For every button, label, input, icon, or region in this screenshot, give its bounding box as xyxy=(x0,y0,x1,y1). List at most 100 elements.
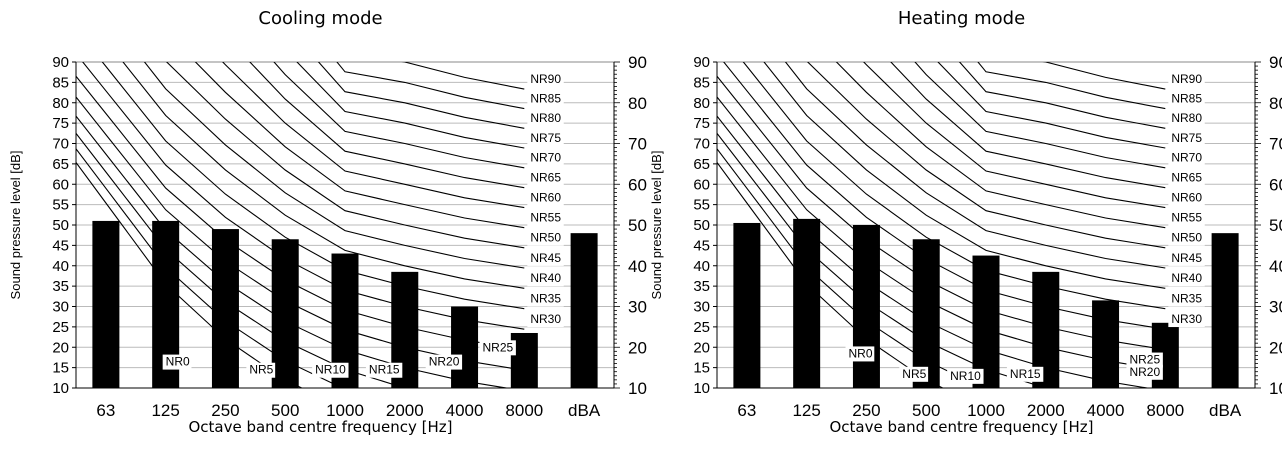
nr-label: NR55 xyxy=(1171,211,1202,225)
nr-label-bg xyxy=(947,368,984,384)
nr-label-bg xyxy=(527,170,564,186)
right-y-tick-label: 20 xyxy=(1269,338,1282,357)
nr-curve-nr85 xyxy=(336,62,525,110)
y-tick-label: 60 xyxy=(693,176,710,193)
x-tick-label: 250 xyxy=(852,401,880,420)
nr-label: NR85 xyxy=(530,92,561,106)
y-axis-label: Sound pressure level [dB] xyxy=(649,151,664,300)
nr-label: NR15 xyxy=(369,363,400,377)
x-tick-label: 63 xyxy=(96,401,115,420)
y-tick-label: 35 xyxy=(693,278,710,295)
nr-label-bg xyxy=(1168,111,1205,127)
nr-label: NR85 xyxy=(1171,92,1202,106)
y-tick-label: 55 xyxy=(52,197,69,214)
x-axis-label: Octave band centre frequency [Hz] xyxy=(188,418,453,436)
right-y-tick-label: 60 xyxy=(1269,175,1282,194)
y-tick-label: 80 xyxy=(52,95,69,112)
nr-curve-nr90 xyxy=(401,62,525,90)
nr-curve-nr70 xyxy=(273,62,525,169)
nr-label-bg xyxy=(527,150,564,166)
nr-label: NR40 xyxy=(1171,271,1202,285)
nr-label-bg xyxy=(1168,130,1205,146)
nr-label-bg xyxy=(1168,190,1205,206)
y-tick-label: 45 xyxy=(52,237,69,254)
nr-label: NR20 xyxy=(1129,365,1160,379)
nr-curve-nr70 xyxy=(914,62,1166,169)
nr-curve-nr85 xyxy=(977,62,1166,110)
nr-label-bg xyxy=(425,354,463,370)
x-tick-label: 125 xyxy=(151,401,179,420)
y-tick-label: 60 xyxy=(52,176,69,193)
y-tick-label: 20 xyxy=(52,339,69,356)
y-tick-label: 90 xyxy=(52,54,69,71)
y-tick-label: 25 xyxy=(52,319,69,336)
y-tick-label: 20 xyxy=(693,339,710,356)
right-y-tick-label: 80 xyxy=(1269,94,1282,113)
nr-label-bg xyxy=(1168,91,1205,107)
nr-label: NR65 xyxy=(530,171,561,185)
bar-500 xyxy=(271,239,299,388)
nr-label-bg xyxy=(1126,364,1163,380)
nr-curve-nr35 xyxy=(742,62,1166,310)
nr-label: NR30 xyxy=(1171,312,1202,326)
bar-1000 xyxy=(972,255,1000,388)
nr-curve-nr35 xyxy=(101,62,525,310)
right-y-tick-label: 90 xyxy=(1269,53,1282,72)
bar-4000 xyxy=(451,306,479,388)
y-tick-label: 15 xyxy=(693,360,710,377)
x-tick-label: 4000 xyxy=(1087,401,1125,420)
y-tick-label: 70 xyxy=(693,136,710,153)
y-tick-label: 70 xyxy=(52,136,69,153)
y-tick-label: 50 xyxy=(52,217,69,234)
y-tick-label: 75 xyxy=(693,115,710,132)
right-y-tick-label: 20 xyxy=(628,338,647,357)
nr-label-bg xyxy=(527,291,564,307)
nr-curve-nr50 xyxy=(806,62,1166,249)
nr-label-bg xyxy=(527,271,564,287)
nr-label-bg xyxy=(527,190,564,206)
y-tick-label: 80 xyxy=(693,95,710,112)
y-tick-label: 10 xyxy=(693,380,710,397)
nr-curve-nr55 xyxy=(194,62,525,229)
y-tick-label: 75 xyxy=(52,115,69,132)
nr-curve-nr40 xyxy=(763,62,1166,289)
nr-label: NR75 xyxy=(1171,131,1202,145)
nr-curve-nr45 xyxy=(784,62,1166,269)
bar-dBA xyxy=(570,233,598,388)
nr-label: NR50 xyxy=(530,231,561,245)
nr-label-bg xyxy=(527,312,564,328)
y-tick-label: 65 xyxy=(52,156,69,173)
x-tick-label: 2000 xyxy=(386,401,424,420)
nr-label-bg xyxy=(527,130,564,146)
nr-label-bg xyxy=(365,362,403,378)
y-tick-label: 10 xyxy=(52,380,69,397)
nr-label: NR75 xyxy=(530,131,561,145)
x-tick-label: 500 xyxy=(271,401,299,420)
nr-label: NR90 xyxy=(530,72,561,86)
right-y-tick-label: 40 xyxy=(628,257,647,276)
nr-label-bg xyxy=(899,366,929,382)
nr-label-bg xyxy=(1168,170,1205,186)
nr-label: NR25 xyxy=(482,340,513,354)
nr-label: NR60 xyxy=(1171,191,1202,205)
nr-curve-nr80 xyxy=(958,62,1166,129)
nr-label-bg xyxy=(1168,291,1205,307)
nr-label: NR20 xyxy=(429,355,460,369)
bar-250 xyxy=(211,229,239,388)
bar-4000 xyxy=(1092,300,1120,388)
x-tick-label: 125 xyxy=(792,401,820,420)
y-tick-label: 40 xyxy=(693,258,710,275)
bar-dBA xyxy=(1211,233,1239,388)
y-tick-label: 15 xyxy=(52,360,69,377)
nr-label-bg xyxy=(1168,312,1205,328)
x-tick-label: 4000 xyxy=(446,401,484,420)
heating-chart-svg: 10 15 20 25 30 35 40 45 50 55 60 65 70 75 80 85 90 10 20 30… xyxy=(649,53,1282,420)
nr-label: NR60 xyxy=(530,191,561,205)
y-tick-label: 45 xyxy=(693,237,710,254)
right-y-tick-label: 80 xyxy=(628,94,647,113)
cooling-chart-svg: 10 15 20 25 30 35 40 45 50 55 60 65 70 75 80 85 90 10 20 30… xyxy=(8,53,647,420)
x-tick-label: 1000 xyxy=(967,401,1005,420)
nr-label: NR70 xyxy=(530,151,561,165)
x-tick-label: 8000 xyxy=(1146,401,1184,420)
y-tick-label: 30 xyxy=(693,299,710,316)
